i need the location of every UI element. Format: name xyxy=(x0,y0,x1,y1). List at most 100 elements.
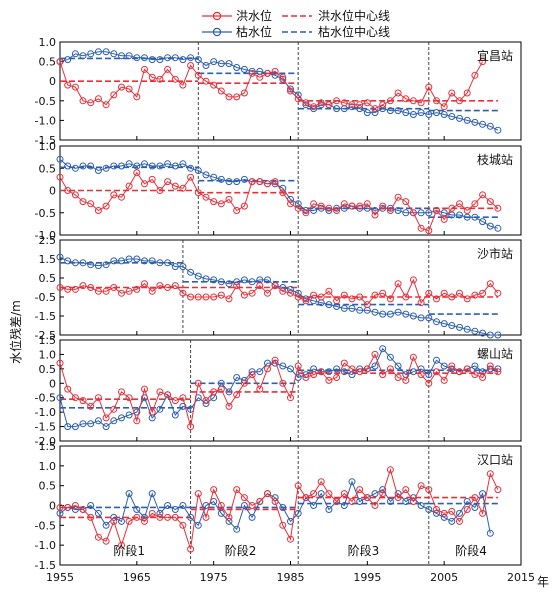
low-point xyxy=(202,62,210,69)
flood-point xyxy=(333,97,341,105)
flood-point xyxy=(287,394,294,402)
low-series-line xyxy=(59,347,498,428)
low-point xyxy=(187,268,195,276)
low-point xyxy=(125,490,133,498)
flood-point xyxy=(240,379,248,387)
flood-point xyxy=(325,490,333,498)
flood-point xyxy=(302,494,310,502)
flood-point xyxy=(187,293,195,301)
low-point xyxy=(217,509,225,517)
low-point xyxy=(71,506,79,513)
flood-point xyxy=(463,506,471,513)
low-point xyxy=(118,517,125,525)
flood-point xyxy=(394,374,402,381)
y-tick-label: 1.5 xyxy=(39,440,57,453)
x-tick-label: 1985 xyxy=(277,571,305,584)
flood-point xyxy=(386,466,394,474)
y-tick-label: -2.5 xyxy=(35,329,56,342)
flood-point xyxy=(79,397,87,405)
low-point xyxy=(133,162,141,170)
low-point xyxy=(386,498,394,505)
low-point xyxy=(463,116,471,124)
low-point xyxy=(379,345,387,353)
low-point xyxy=(110,162,118,170)
flood-point xyxy=(271,356,279,364)
low-point xyxy=(417,209,425,217)
low-point xyxy=(179,402,187,410)
low-point xyxy=(287,365,294,373)
flood-point xyxy=(356,293,364,301)
flood-point xyxy=(133,93,141,101)
flood-point xyxy=(202,513,210,521)
flood-point xyxy=(287,535,294,543)
flood-point xyxy=(171,513,179,521)
flood-point xyxy=(79,506,87,513)
flood-point xyxy=(409,97,417,105)
low-point xyxy=(94,417,102,425)
low-series-line xyxy=(59,256,498,336)
low-point xyxy=(294,91,302,99)
flood-point xyxy=(164,284,172,291)
flood-point xyxy=(386,97,394,105)
low-point xyxy=(225,388,233,396)
low-point xyxy=(64,56,72,64)
flood-point xyxy=(333,297,341,305)
low-point xyxy=(271,494,279,502)
flood-point xyxy=(102,202,110,210)
low-point xyxy=(325,301,333,309)
low-point xyxy=(225,517,233,525)
flood-point xyxy=(440,509,448,517)
low-point xyxy=(256,368,264,376)
low-point xyxy=(264,276,271,284)
flood-point xyxy=(440,215,448,223)
low-point xyxy=(187,54,195,62)
flood-point xyxy=(118,193,125,201)
flood-point xyxy=(64,187,72,194)
flood-point xyxy=(118,83,125,91)
stage-label: 阶段1 xyxy=(113,543,145,558)
flood-point xyxy=(471,494,479,502)
flood-point xyxy=(310,490,318,498)
low-point xyxy=(217,60,225,68)
flood-point xyxy=(402,95,410,103)
low-point xyxy=(110,417,118,425)
y-tick-label: -1.5 xyxy=(35,421,56,434)
low-point xyxy=(386,353,394,361)
low-point xyxy=(156,405,164,413)
flood-point xyxy=(433,295,440,303)
flood-point xyxy=(317,478,325,486)
flood-point xyxy=(187,173,195,181)
low-point xyxy=(486,222,494,230)
low-point xyxy=(248,278,256,286)
low-point xyxy=(56,394,64,402)
flood-point xyxy=(110,517,118,525)
flood-point xyxy=(402,198,410,206)
flood-point xyxy=(356,486,364,494)
low-point xyxy=(79,259,87,267)
flood-point xyxy=(417,99,425,107)
low-point xyxy=(494,224,502,232)
low-point xyxy=(194,521,202,529)
station-label: 枝城站 xyxy=(477,152,513,167)
flood-point xyxy=(294,204,302,212)
flood-point xyxy=(56,359,64,367)
low-point xyxy=(479,329,487,337)
station-label: 沙市站 xyxy=(477,246,513,261)
low-point xyxy=(409,312,417,320)
flood-point xyxy=(71,502,79,509)
flood-point xyxy=(448,362,456,370)
flood-point xyxy=(156,75,164,83)
flood-point xyxy=(302,99,310,107)
flood-point xyxy=(240,291,248,299)
flood-point xyxy=(94,394,102,402)
low-point xyxy=(294,289,302,297)
low-point xyxy=(179,160,187,168)
flood-point xyxy=(148,175,156,183)
flood-point xyxy=(279,73,287,81)
low-point xyxy=(479,120,487,128)
low-point xyxy=(194,167,202,174)
low-point xyxy=(271,71,279,79)
flood-point xyxy=(409,276,417,284)
flood-point xyxy=(333,207,341,214)
flood-point xyxy=(371,502,379,509)
